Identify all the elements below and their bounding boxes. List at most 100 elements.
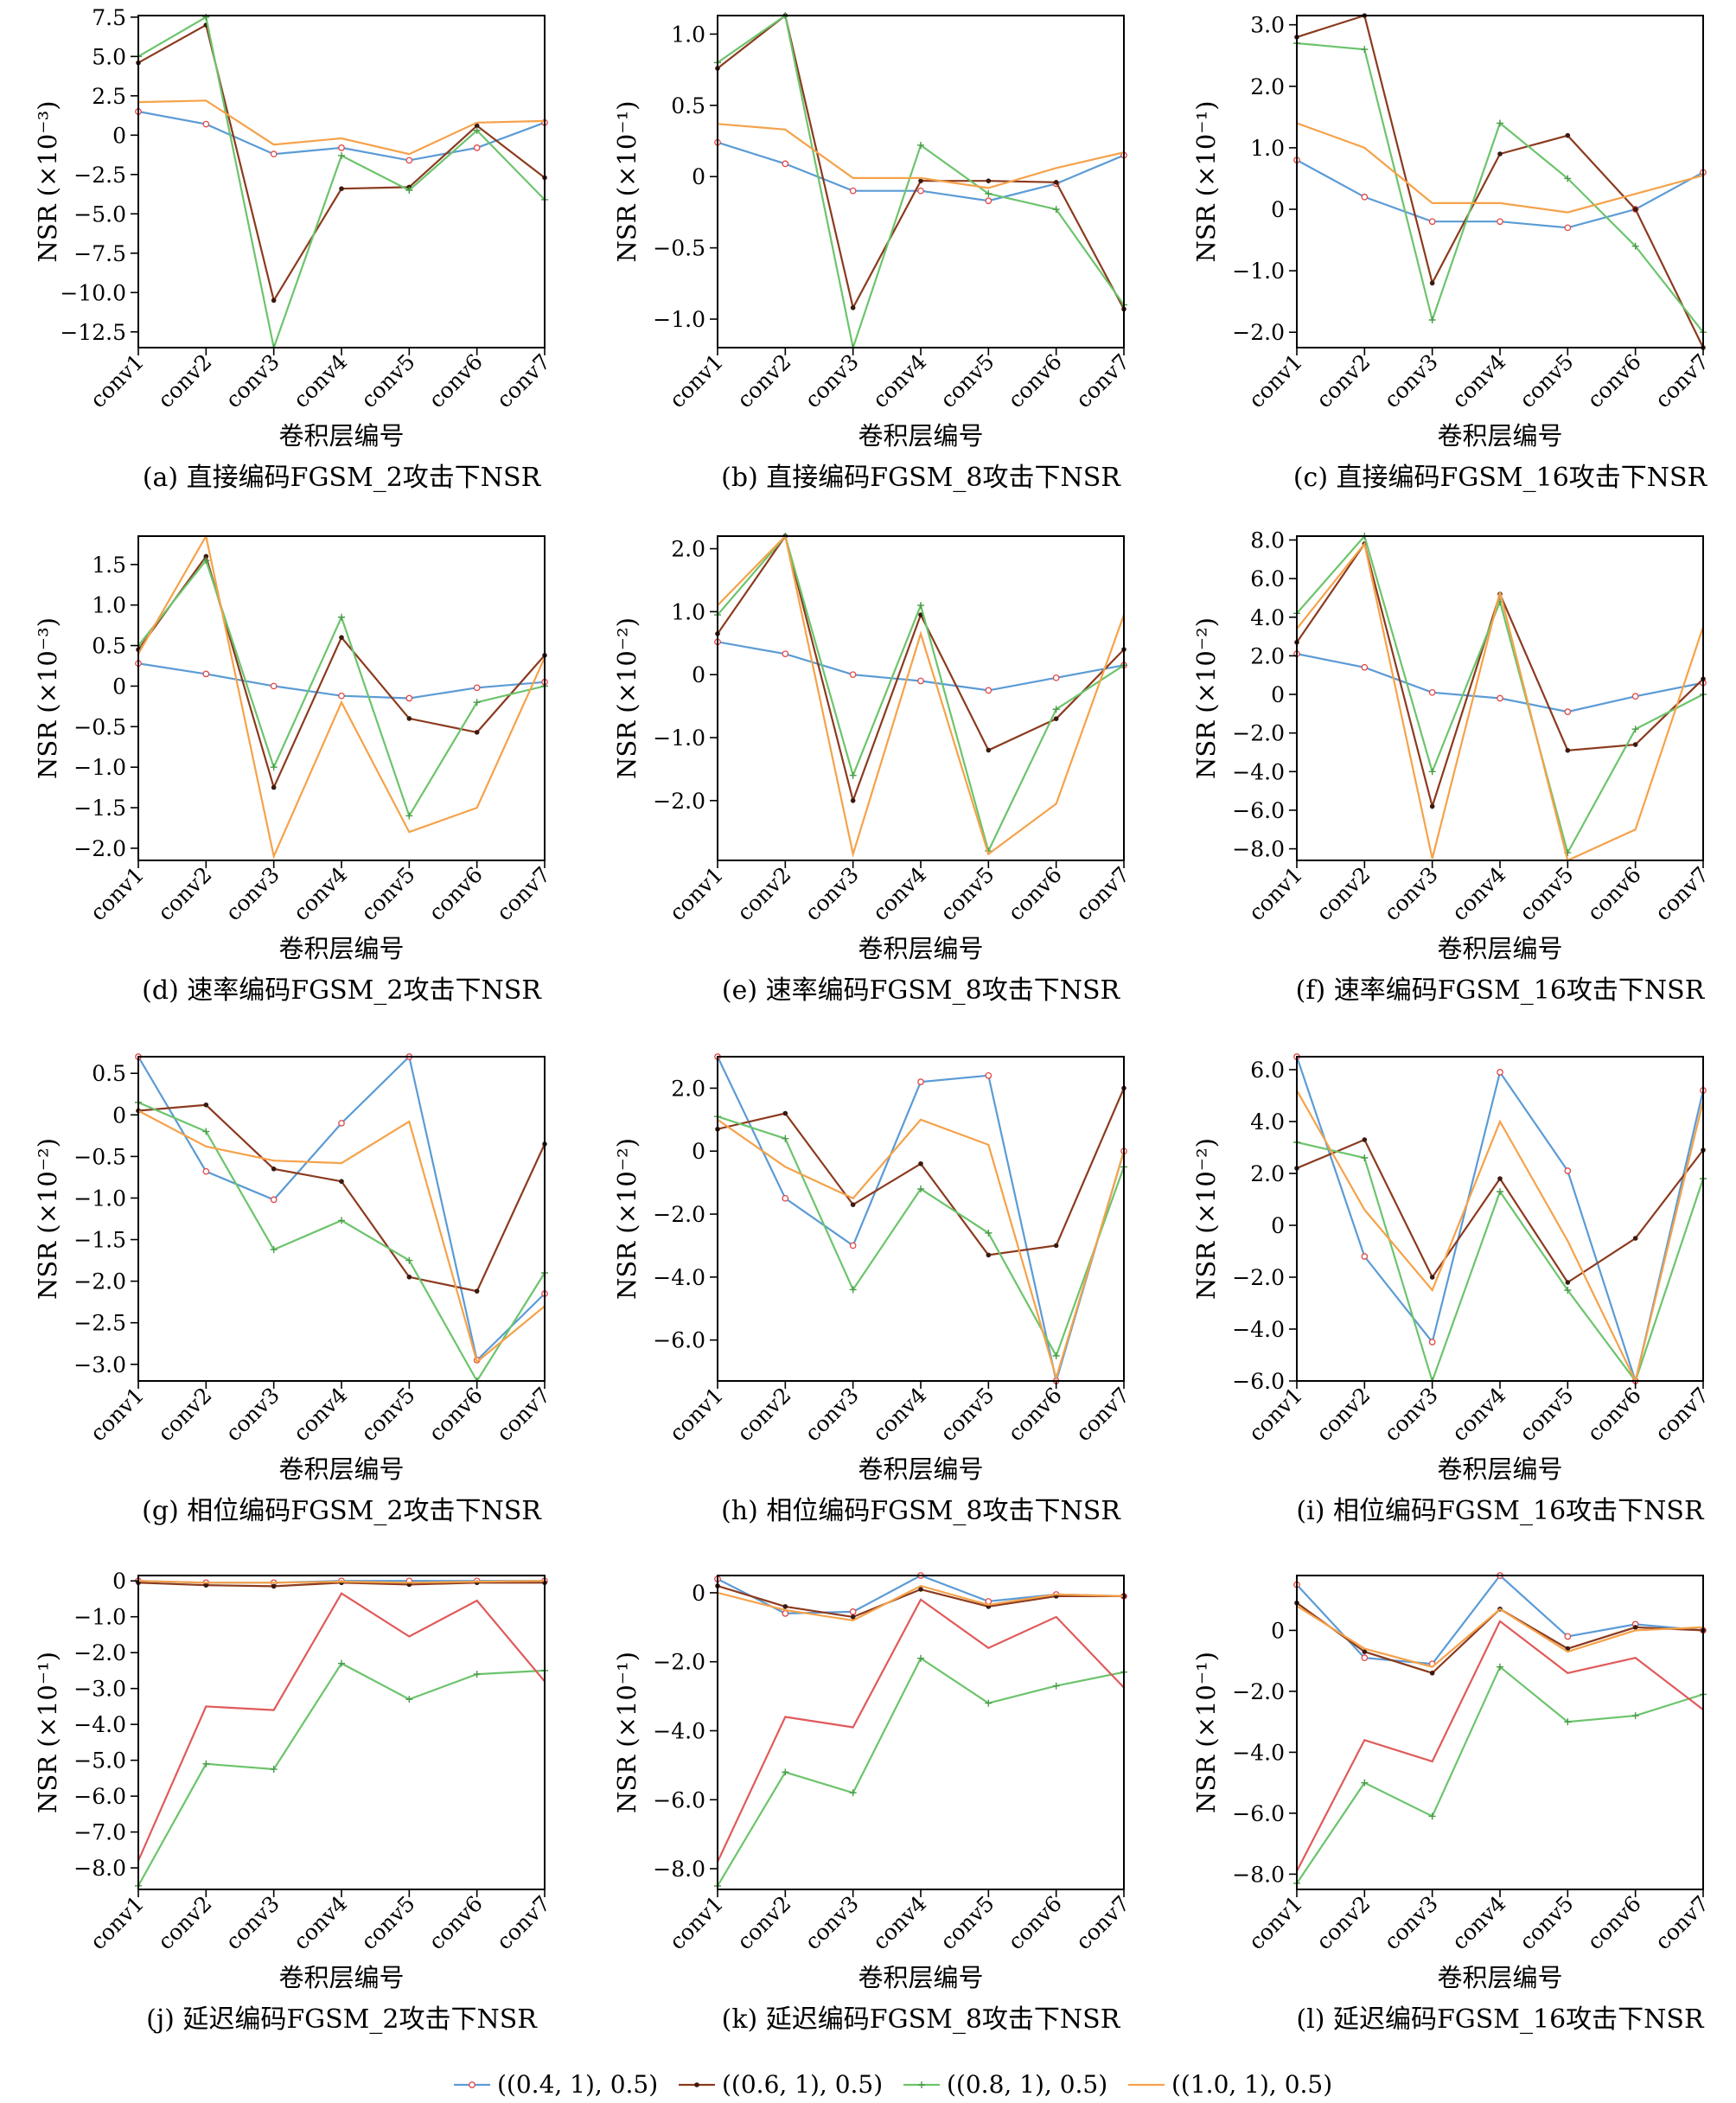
series-point xyxy=(1052,674,1060,681)
x-tick-label: conv7 xyxy=(1071,1383,1135,1447)
x-tick-label: conv1 xyxy=(1244,1891,1308,1955)
y-axis-label: NSR (×10⁻¹) xyxy=(33,1652,62,1813)
series-point xyxy=(1428,688,1436,696)
x-tick-label: conv1 xyxy=(86,1891,150,1955)
x-tick-label: conv5 xyxy=(935,1891,999,1955)
x-tick-label: conv6 xyxy=(1582,1383,1646,1447)
y-axis-label: NSR (×10⁻¹) xyxy=(612,1652,641,1813)
series-point xyxy=(1361,46,1369,54)
x-tick-label: conv4 xyxy=(1447,349,1511,413)
series-line xyxy=(718,1057,1124,1381)
series-line xyxy=(1297,16,1703,348)
x-tick-label: conv3 xyxy=(1379,1891,1443,1955)
series-line xyxy=(1297,42,1703,333)
y-tick-label: 8.0 xyxy=(1250,527,1285,553)
x-tick-label: conv3 xyxy=(220,1383,284,1447)
x-tick-label: conv2 xyxy=(732,1891,796,1955)
x-axis-label: 卷积层编号 xyxy=(1437,934,1562,963)
y-tick-label: 0 xyxy=(692,662,705,687)
series-point xyxy=(849,187,857,195)
x-axis-label: 卷积层编号 xyxy=(278,934,404,963)
x-tick-label: conv4 xyxy=(868,1891,932,1955)
x-tick-label: conv3 xyxy=(1379,349,1443,413)
x-tick-label: conv2 xyxy=(732,1383,796,1447)
x-tick-label: conv3 xyxy=(220,349,284,413)
y-tick-label: −1.0 xyxy=(1232,259,1285,284)
y-tick-label: 1.5 xyxy=(92,553,126,578)
series-point xyxy=(1361,663,1369,671)
y-tick-label: −2.0 xyxy=(653,1650,705,1675)
series-point xyxy=(271,1583,277,1589)
series-line xyxy=(1297,1090,1703,1381)
series-point xyxy=(270,1766,278,1774)
series-point xyxy=(1631,693,1639,700)
x-axis-label: 卷积层编号 xyxy=(1437,421,1562,451)
series-point xyxy=(270,150,278,158)
x-tick-label: conv2 xyxy=(1312,349,1375,413)
x-axis-label: 卷积层编号 xyxy=(858,934,983,963)
y-tick-label: −1.0 xyxy=(73,1605,126,1630)
y-tick-label: −4.0 xyxy=(1232,759,1285,784)
y-tick-label: 0.5 xyxy=(92,634,126,659)
y-axis-label: NSR (×10⁻¹) xyxy=(1191,100,1221,262)
y-tick-label: −2.0 xyxy=(653,1202,705,1227)
legend-marker xyxy=(469,2081,475,2088)
x-tick-label: conv3 xyxy=(800,349,864,413)
series-point xyxy=(1497,1069,1503,1076)
y-tick-label: −2.0 xyxy=(1232,320,1285,345)
series-point xyxy=(270,1246,278,1254)
series-point xyxy=(917,1078,924,1085)
y-tick-label: −4.0 xyxy=(73,1712,126,1737)
series-line xyxy=(1297,1576,1703,1665)
series-point xyxy=(850,305,856,310)
series-point xyxy=(1361,193,1369,201)
x-tick-label: conv4 xyxy=(289,1383,353,1447)
x-tick-label: conv5 xyxy=(935,349,999,413)
x-tick-label: conv2 xyxy=(153,862,217,926)
series-point xyxy=(474,123,480,129)
series-line xyxy=(718,1598,1124,1863)
y-tick-label: 6.0 xyxy=(1250,1058,1285,1083)
series-point xyxy=(473,699,481,706)
series-line xyxy=(1297,1057,1703,1381)
y-tick-label: 2.0 xyxy=(1250,74,1285,99)
y-tick-label: −6.0 xyxy=(653,1328,705,1353)
panel-caption: (h) 相位编码FGSM_8攻击下NSR xyxy=(721,1496,1121,1526)
series-line xyxy=(718,1115,1124,1358)
plot-frame xyxy=(717,535,1125,861)
series-line xyxy=(718,536,1124,854)
y-tick-label: −2.0 xyxy=(73,1640,126,1665)
series-point xyxy=(1564,1718,1572,1726)
x-tick-label: conv6 xyxy=(424,862,488,926)
series-point xyxy=(1053,716,1059,721)
series-point xyxy=(405,1256,413,1264)
x-tick-label: conv6 xyxy=(1003,1891,1067,1955)
series-point xyxy=(1362,1137,1368,1142)
panel-caption: (i) 相位编码FGSM_16攻击下NSR xyxy=(1296,1496,1705,1526)
chart-panel-b: 1.0 0.5 0 −0.5 −1.0 conv1 conv2 conv3 conv4 conv5… xyxy=(612,12,1134,493)
x-tick-label: conv4 xyxy=(289,1891,353,1955)
x-tick-label: conv3 xyxy=(800,862,864,926)
x-tick-label: conv7 xyxy=(492,1383,556,1447)
series-point xyxy=(849,1286,857,1294)
series-line xyxy=(718,123,1124,189)
series-point xyxy=(1052,706,1060,713)
series-point xyxy=(782,1135,789,1142)
x-axis-label: 卷积层编号 xyxy=(858,421,983,451)
series-point xyxy=(1429,280,1435,286)
y-tick-label: −3.0 xyxy=(73,1677,126,1702)
y-tick-label: −8.0 xyxy=(73,1856,126,1881)
series-point xyxy=(202,1760,210,1767)
y-tick-label: −8.0 xyxy=(653,1857,705,1882)
series-point xyxy=(1428,316,1436,323)
series-point xyxy=(1497,119,1503,127)
series-point xyxy=(339,635,344,640)
x-axis-label: 卷积层编号 xyxy=(858,1963,983,1992)
y-tick-label: −1.5 xyxy=(73,796,126,821)
y-tick-label: 0 xyxy=(112,1569,126,1594)
y-axis-label: NSR (×10⁻¹) xyxy=(612,100,641,262)
series-point xyxy=(339,186,344,191)
series-point xyxy=(271,1167,277,1172)
